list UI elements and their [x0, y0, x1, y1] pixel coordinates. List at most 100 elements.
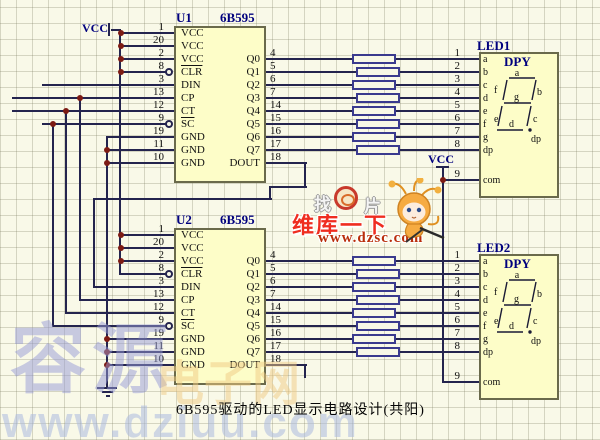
wire — [120, 260, 174, 262]
seven-segment-graphic: a f b g e c d dp — [494, 68, 542, 144]
inversion-bubble-icon — [165, 270, 173, 278]
pin-number: 4 — [270, 47, 276, 59]
u1-left-pin-numbers: 1 20 2 8 3 13 12 9 19 11 10 — [132, 21, 164, 164]
junction-dot — [118, 232, 124, 238]
seg-label-g: g — [514, 294, 519, 305]
pin-name: CLR — [181, 268, 203, 280]
pin-number: 9 — [158, 314, 165, 326]
pin-name: CP — [181, 92, 195, 104]
pin-name: Q0 — [246, 255, 260, 267]
pin-name: Q4 — [246, 307, 260, 319]
pin-name: CP — [181, 294, 195, 306]
wire — [94, 286, 174, 288]
pin-number: 12 — [153, 301, 164, 313]
inversion-bubble-icon — [165, 322, 173, 330]
junction-dot — [77, 95, 83, 101]
pin-number: 5 — [454, 99, 461, 111]
resistor — [356, 145, 400, 155]
pin-name: Q6 — [246, 131, 260, 143]
wire — [266, 364, 307, 366]
resistor — [352, 106, 396, 116]
pin-name: Q2 — [246, 79, 260, 91]
resistor — [356, 119, 400, 129]
pin-name: g — [483, 132, 488, 143]
wire — [106, 136, 108, 387]
pin-name: Q6 — [246, 333, 260, 345]
wire — [106, 162, 174, 164]
pin-number: 12 — [153, 99, 164, 111]
dp-dot — [528, 128, 532, 132]
pin-name: VCC — [181, 229, 204, 241]
wire — [304, 162, 306, 188]
pin-name: CT — [181, 105, 196, 117]
pin-name: GND — [181, 333, 205, 345]
seg-label-d: d — [509, 321, 514, 332]
wire — [270, 186, 307, 188]
wire — [12, 97, 174, 99]
pin-number: 1 — [454, 249, 461, 261]
chip-logo-icon — [334, 186, 358, 210]
junction-dot — [63, 108, 69, 114]
resistor — [352, 308, 396, 318]
pin-number: 15 — [270, 314, 281, 326]
seg-label-dp: dp — [531, 336, 541, 346]
wire — [120, 32, 174, 34]
junction-dot — [440, 177, 446, 183]
pin-number: 6 — [454, 314, 461, 326]
pin-number: 6 — [270, 73, 276, 85]
wire — [106, 136, 174, 138]
watermark-dzsc: 找 片 维库一下 www.dzsc.com — [288, 178, 498, 252]
pin-name: CT — [181, 307, 196, 319]
wire — [106, 338, 174, 340]
led2-part-type: DPY — [504, 256, 531, 271]
wire — [119, 29, 121, 275]
resistor — [356, 295, 400, 305]
seg-label-c: c — [533, 114, 538, 125]
wire — [120, 234, 174, 236]
pin-name: e — [483, 106, 488, 117]
junction-dot — [118, 56, 124, 62]
junction-dot — [118, 30, 124, 36]
resistor — [352, 54, 396, 64]
seg-label-e: e — [494, 316, 499, 327]
watermark-tagline-right: 片 — [364, 197, 381, 216]
wire — [53, 325, 166, 327]
wire — [304, 364, 306, 378]
seg-label-d: d — [509, 119, 514, 130]
pin-name: VCC — [181, 40, 204, 52]
wire — [111, 29, 120, 31]
wire — [120, 273, 166, 275]
pin-number: 2 — [454, 262, 461, 274]
wire — [94, 198, 272, 200]
pin-name: VCC — [181, 255, 204, 267]
pin-number: 8 — [158, 262, 165, 274]
pin-number: 5 — [454, 301, 461, 313]
pin-name: c — [483, 282, 488, 293]
pin-name: c — [483, 80, 488, 91]
u2-left-pin-numbers: 1 20 2 8 3 13 12 9 19 11 10 — [132, 223, 164, 366]
led1-pin-names: a b c d e f g dp com — [483, 53, 523, 187]
pin-number: 11 — [153, 138, 164, 150]
wire — [106, 395, 110, 397]
watermark-tagline-left: 找 — [314, 195, 331, 214]
pin-number: 4 — [270, 249, 276, 261]
u1-left-pin-names: VCC VCC VCC CLR DIN CP CT SC GND GND GND — [181, 27, 241, 170]
pin-name: d — [483, 295, 488, 306]
seg-label-a: a — [515, 270, 520, 281]
seg-label-a: a — [515, 68, 520, 79]
pin-name: Q5 — [246, 118, 260, 130]
junction-dot — [104, 147, 110, 153]
pin-name: DOUT — [229, 359, 260, 371]
wire — [52, 123, 54, 327]
seven-segment-graphic: a f b g e c d dp — [494, 270, 542, 346]
pin-number: 3 — [454, 275, 461, 287]
seg-label-g: g — [514, 92, 519, 103]
pin-number: 15 — [270, 112, 281, 124]
pin-number: 6 — [270, 275, 276, 287]
pin-number: 3 — [158, 73, 165, 85]
pin-number: 20 — [153, 236, 164, 248]
pin-name: Q3 — [246, 294, 260, 306]
pin-name: f — [483, 119, 487, 130]
pin-name: g — [483, 334, 488, 345]
